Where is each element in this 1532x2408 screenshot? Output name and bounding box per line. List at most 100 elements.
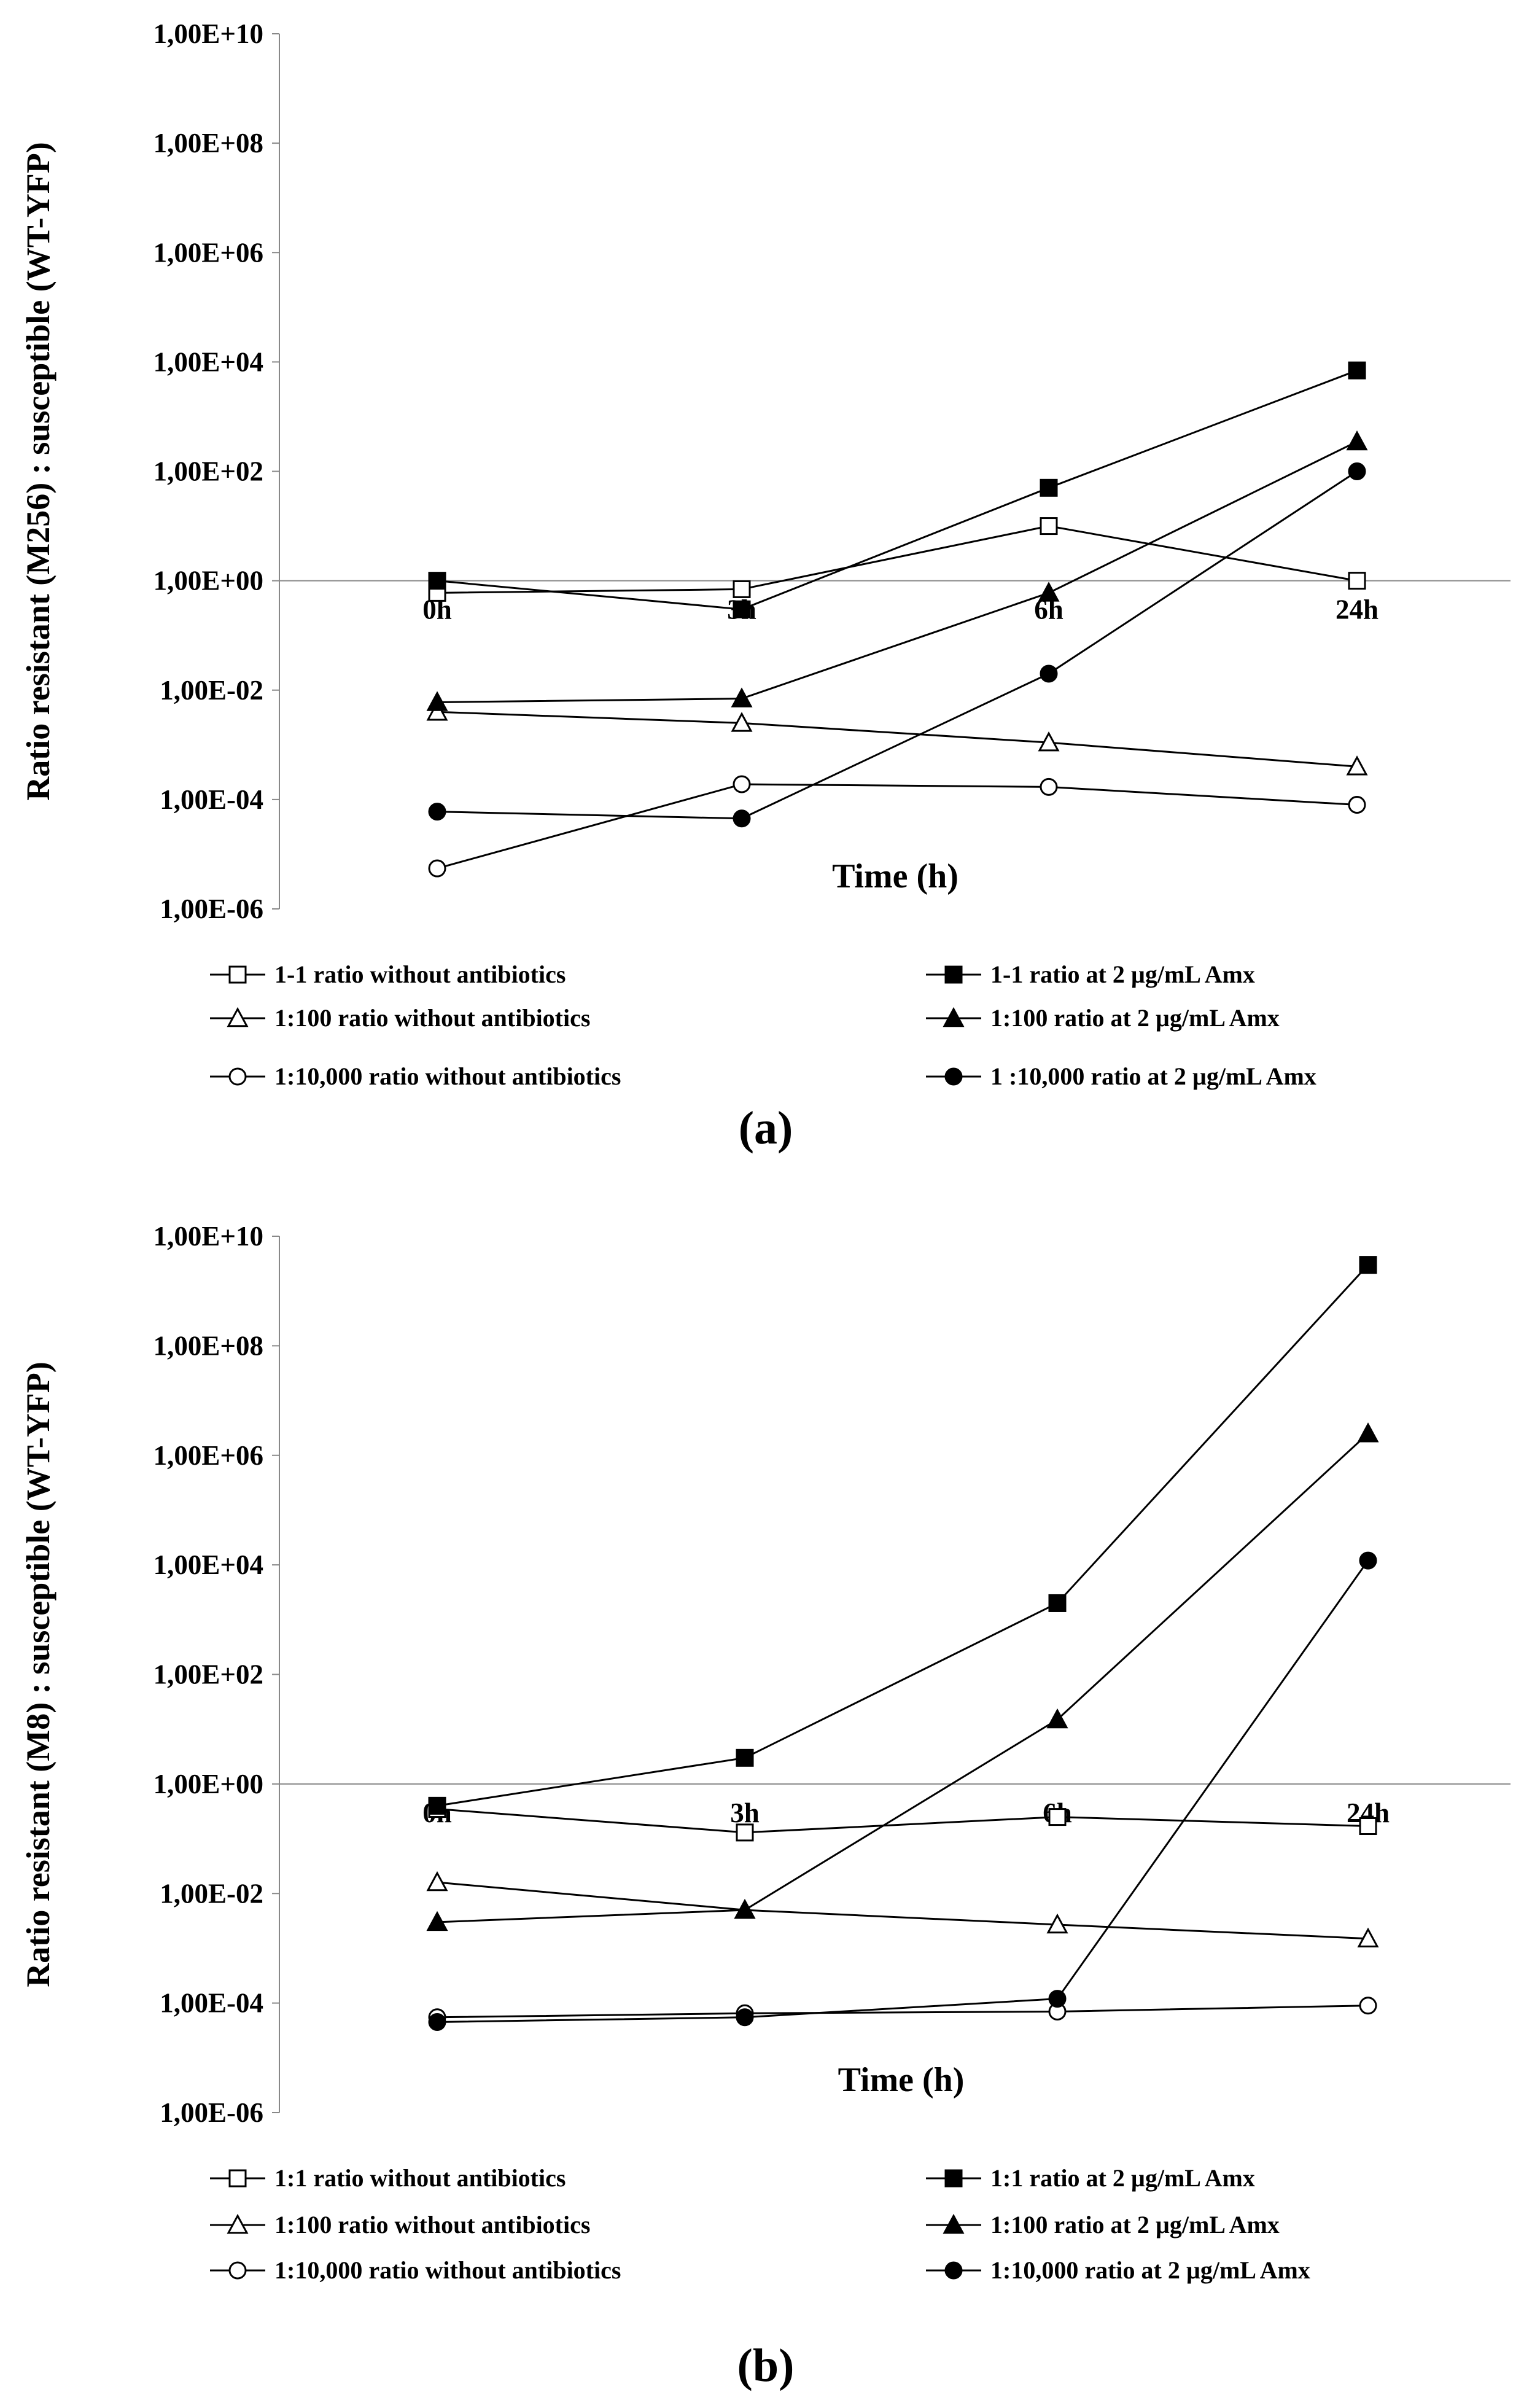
data-point (426, 1871, 448, 1892)
data-point (731, 712, 753, 732)
y-tick-label: 1,00E+10 (154, 18, 263, 49)
y-tick-label: 1,00E+02 (154, 1659, 263, 1690)
legend-label: 1-1 ratio at 2 µg/mL Amx (990, 960, 1255, 988)
series-line (437, 711, 1358, 768)
data-point (426, 701, 448, 721)
legend-item: 1:100 ratio without antibiotics (210, 1004, 590, 1032)
series-line (437, 470, 1358, 820)
series-circle-open (428, 775, 1366, 878)
data-point (1348, 572, 1366, 590)
data-point (1048, 1990, 1067, 2008)
y-tick-label: 1,00E-04 (160, 1988, 263, 2019)
data-point (736, 1823, 754, 1842)
legend-label: 1:1 ratio without antibiotics (274, 2164, 566, 2192)
series-square-open (428, 517, 1366, 602)
data-point (426, 1911, 448, 1931)
data-point (428, 1796, 446, 1815)
y-tick-label: 1,00E+06 (154, 237, 263, 268)
legend-item: 1:10,000 ratio without antibiotics (210, 1062, 621, 1090)
series-line (437, 1881, 1369, 1940)
data-point (1348, 462, 1366, 480)
series-line (437, 1433, 1369, 1923)
legend-marker (228, 2169, 247, 2188)
data-point (1046, 1913, 1068, 1934)
x-tick-label: 24h (1336, 594, 1378, 625)
data-point (1038, 731, 1060, 752)
series-triangle-open (426, 1871, 1379, 1947)
y-tick-label: 1,00E+00 (154, 566, 263, 596)
data-point (733, 580, 751, 598)
legend-marker (228, 965, 247, 984)
series-triangle-filled (426, 430, 1368, 711)
data-point (1357, 1927, 1379, 1947)
legend-marker (228, 2261, 247, 2280)
series-circle-filled (428, 1551, 1377, 2032)
data-point (1359, 1551, 1377, 1570)
y-tick-label: 1,00E+08 (154, 128, 263, 158)
series-line (437, 2005, 1369, 2019)
series-line (437, 1264, 1369, 1807)
legend-marker (944, 2261, 963, 2280)
panel-paren-open: ( (739, 1102, 754, 1154)
data-point (1040, 478, 1058, 497)
legend-item: 1:1 ratio at 2 µg/mL Amx (926, 2164, 1255, 2192)
y-tick-label: 1,00E-06 (160, 894, 263, 924)
x-axis-title: Time (h) (838, 2061, 965, 2099)
legend-marker (227, 1007, 249, 1027)
legend-label: 1:100 ratio at 2 µg/mL Amx (990, 2211, 1280, 2239)
legend-label: 1:10,000 ratio without antibiotics (274, 1062, 621, 1090)
legend-label: 1:10,000 ratio at 2 µg/mL Amx (990, 2256, 1310, 2284)
legend-marker (944, 1067, 963, 1086)
legend-item: 1 :10,000 ratio at 2 µg/mL Amx (926, 1062, 1316, 1090)
data-point (428, 572, 446, 590)
y-axis-title: Ratio resistant (M8) : susceptible (WT-Y… (20, 1362, 56, 1987)
data-point (736, 2008, 754, 2027)
legend-marker (944, 2169, 963, 2188)
legend-item: 1:1 ratio without antibiotics (210, 2164, 566, 2192)
data-point (428, 859, 446, 878)
series-circle-filled (428, 462, 1366, 828)
series-triangle-open (426, 701, 1368, 776)
data-point (1346, 430, 1368, 451)
legend-marker (944, 965, 963, 984)
series-line (437, 1808, 1369, 1834)
data-point (1048, 1808, 1067, 1826)
legend-marker (943, 2213, 965, 2234)
legend-item: 1-1 ratio without antibiotics (210, 960, 566, 988)
legend-item: 1:10,000 ratio without antibiotics (210, 2256, 621, 2284)
data-point (1346, 755, 1368, 776)
legend-item: 1:100 ratio at 2 µg/mL Amx (926, 1004, 1280, 1032)
y-tick-label: 1,00E+06 (154, 1440, 263, 1471)
data-point (1046, 1708, 1068, 1729)
data-point (426, 691, 448, 711)
data-point (1359, 1817, 1377, 1836)
panel-paren-close: ) (779, 2340, 794, 2391)
data-point (1040, 517, 1058, 536)
legend-label: 1:100 ratio without antibiotics (274, 1004, 590, 1032)
series-square-open (428, 1800, 1377, 1842)
data-point (731, 687, 753, 707)
y-tick-label: 1,00E+08 (154, 1330, 263, 1361)
y-tick-label: 1,00E+10 (154, 1221, 263, 1252)
legend-item: 1:100 ratio without antibiotics (210, 2211, 590, 2239)
series-triangle-filled (426, 1422, 1379, 1931)
chart-panel-a: 1,00E+10 1,00E+08 1,00E+06 1,00E+04 1,00E+02… (20, 18, 1511, 1154)
panel-label: (b) (737, 2340, 795, 2391)
legend-label: 1:10,000 ratio without antibiotics (274, 2256, 621, 2284)
data-point (1359, 1997, 1377, 2015)
series-line (437, 440, 1358, 704)
data-point (1040, 664, 1058, 683)
data-point (1348, 796, 1366, 814)
data-point (428, 2013, 446, 2032)
legend-label: 1:100 ratio at 2 µg/mL Amx (990, 1004, 1280, 1032)
panel-label-letter: a (754, 1102, 777, 1154)
series-line (437, 369, 1358, 610)
legend-item: 1:100 ratio at 2 µg/mL Amx (926, 2211, 1280, 2239)
legend-item: 1:10,000 ratio at 2 µg/mL Amx (926, 2256, 1310, 2284)
y-axis-title: Ratio resistant (M256) : susceptible (WT… (20, 142, 56, 800)
legend-marker (943, 1007, 965, 1027)
data-point (1348, 361, 1366, 380)
data-point (1048, 1594, 1067, 1612)
series-square-filled (428, 361, 1366, 618)
